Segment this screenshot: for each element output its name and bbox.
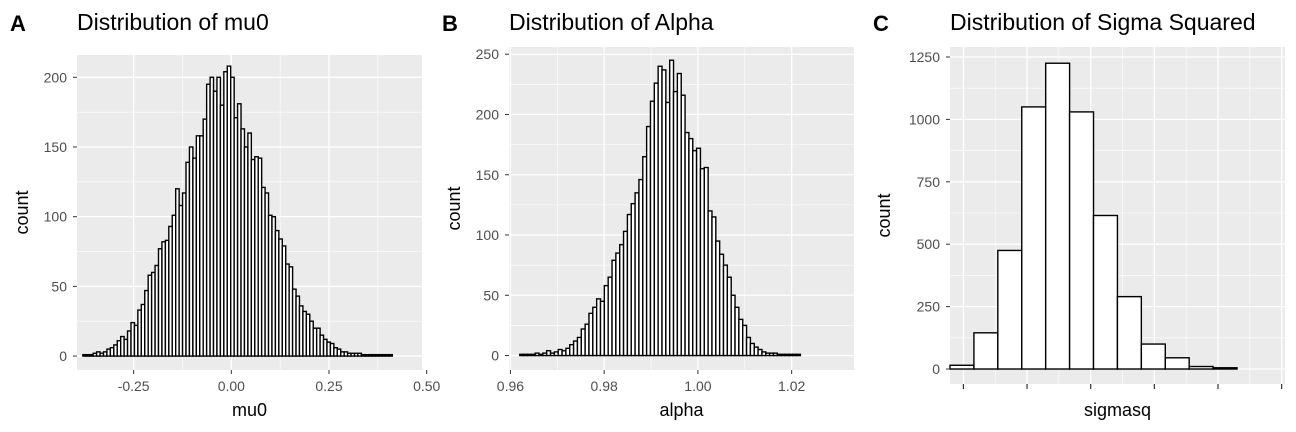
panel-title: Distribution of Sigma Squared [950,9,1256,35]
y-axis-title: count [12,190,32,234]
x-tick-label: -0.25 [118,378,150,394]
histogram-bar [1188,365,1214,370]
y-tick-label: 100 [476,227,500,243]
x-tick-label: 0.50 [413,378,440,394]
histogram-bar [1068,111,1095,370]
panel-tag: A [10,11,26,36]
y-axis-title: count [444,186,464,230]
histogram-bars [519,59,802,357]
y-tick-label: 150 [476,167,500,183]
histogram-bars [949,62,1238,370]
histogram-bars [82,65,394,357]
x-tick-label: 1.02 [778,378,805,394]
histogram-bar [1164,357,1190,370]
histogram-bar [1140,343,1166,370]
y-tick-label: 50 [51,278,67,294]
y-tick-label: 500 [917,236,941,252]
histogram-bar [1044,62,1071,370]
x-tick-label: 0.96 [497,378,524,394]
y-tick-label: 250 [476,46,500,62]
y-tick-label: 100 [44,209,68,225]
y-tick-label: 0 [59,348,67,364]
panel-A: 0 50 100 150 200 -0.25 0.00 0.25 0.50 mu0 count A Di… [10,9,441,420]
histogram-bar [997,249,1023,370]
panel-tag: C [873,11,889,36]
x-tick-label: 0.25 [315,378,342,394]
histogram-bar [388,353,394,357]
histogram-bar [949,364,975,370]
panel-title: Distribution of Alpha [509,9,714,35]
x-axis-title: sigmasq [1084,400,1151,420]
y-tick-label: 1250 [909,49,940,65]
panel-B: 0 50 100 150 200 250 0.96 0.98 1.00 1.02 alpha coun… [442,9,854,420]
y-axis-title: count [874,193,894,237]
y-tick-label: 250 [917,299,941,315]
y-tick-label: 0 [932,361,940,377]
x-tick-label: 0.98 [591,378,618,394]
histogram-bar [795,353,802,357]
y-tick-label: 200 [476,106,500,122]
y-tick-label: 1000 [909,111,940,127]
y-tick-label: 0 [491,348,499,364]
y-tick-label: 750 [917,174,941,190]
y-tick-label: 200 [44,69,68,85]
x-axis-title: alpha [659,400,704,420]
x-axis-title: mu0 [232,400,267,420]
panel-title: Distribution of mu0 [77,9,269,35]
histogram-bar [973,332,999,370]
histogram-bar [1212,367,1238,370]
y-tick-label: 150 [44,139,68,155]
x-tick-label: 0.00 [218,378,245,394]
histogram-bar [1092,214,1119,370]
panel-C: 0 250 500 750 1000 1250 sigmasq count C Distribut… [873,9,1285,420]
panel-tag: B [442,11,458,36]
histogram-bar [1021,106,1047,370]
x-tick-label: 1.00 [684,378,711,394]
histogram-bar [1116,295,1143,370]
y-tick-label: 50 [483,287,499,303]
